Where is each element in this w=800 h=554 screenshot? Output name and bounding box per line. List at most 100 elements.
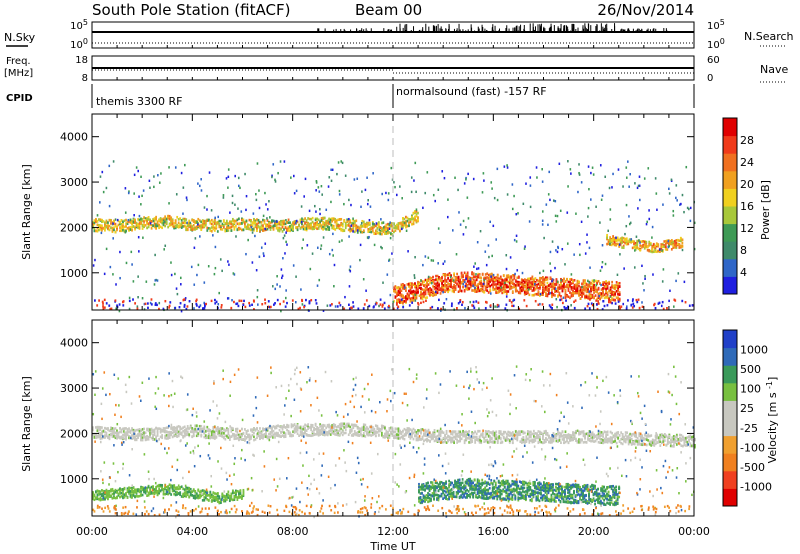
range-gate-cell <box>498 278 501 282</box>
range-gate-cell <box>237 184 240 188</box>
range-gate-cell <box>477 285 480 288</box>
range-gate-cell <box>560 279 563 282</box>
range-gate-cell <box>422 300 425 304</box>
range-gate-cell <box>284 434 287 437</box>
range-gate-cell <box>382 230 385 234</box>
range-gate-cell <box>387 192 390 195</box>
range-gate-cell <box>141 431 144 435</box>
range-gate-cell <box>329 220 331 224</box>
nsearch-legend-label: N.Search <box>744 30 794 43</box>
range-gate-cell <box>216 432 219 435</box>
range-gate-cell <box>445 288 448 292</box>
range-gate-cell <box>412 289 415 293</box>
range-gate-cell <box>231 223 234 226</box>
range-gate-cell <box>134 302 137 305</box>
range-gate-cell <box>547 193 550 196</box>
range-gate-cell <box>259 220 261 224</box>
range-gate-cell <box>167 214 170 218</box>
range-gate-cell <box>155 225 158 229</box>
range-gate-cell <box>498 289 501 292</box>
range-gate-cell <box>433 291 436 295</box>
range-gate-cell <box>389 232 392 235</box>
range-gate-cell <box>356 431 359 434</box>
range-gate-cell <box>496 282 499 286</box>
range-gate-cell <box>675 279 677 283</box>
range-gate-cell <box>330 224 333 227</box>
range-gate-cell <box>415 288 418 291</box>
range-gate-cell <box>621 236 624 240</box>
range-gate-cell <box>564 288 567 292</box>
range-gate-cell <box>245 194 248 198</box>
range-gate-cell <box>472 273 475 277</box>
range-gate-cell <box>510 275 513 279</box>
range-gate-cell <box>346 220 349 224</box>
range-gate-cell <box>259 437 261 440</box>
range-gate-cell <box>260 434 263 437</box>
range-gate-cell <box>636 300 639 304</box>
range-gate-cell <box>134 219 136 223</box>
range-gate-cell <box>221 430 224 434</box>
range-gate-cell <box>99 225 102 229</box>
range-gate-cell <box>529 205 532 209</box>
range-gate-cell <box>612 242 615 246</box>
range-gate-cell <box>120 219 123 222</box>
range-gate-cell <box>131 222 133 226</box>
range-gate-cell <box>301 303 304 306</box>
range-gate-cell <box>195 299 198 303</box>
range-gate-cell <box>520 283 523 287</box>
range-gate-cell <box>161 218 164 221</box>
range-gate-cell <box>174 221 177 225</box>
range-gate-cell <box>606 292 609 296</box>
range-gate-cell <box>515 234 518 237</box>
range-gate-cell <box>256 226 258 230</box>
range-gate-cell <box>554 289 556 293</box>
range-gate-cell <box>227 224 230 228</box>
range-gate-cell <box>153 438 156 441</box>
range-gate-cell <box>242 218 245 222</box>
range-gate-cell <box>114 222 117 226</box>
range-gate-cell <box>283 431 285 435</box>
range-gate-cell <box>99 228 102 231</box>
range-gate-cell <box>492 273 495 277</box>
range-gate-cell <box>125 427 127 430</box>
range-gate-cell <box>118 303 121 306</box>
range-gate-cell <box>203 222 206 226</box>
range-gate-cell <box>295 425 297 428</box>
range-gate-cell <box>413 276 416 280</box>
range-gate-cell <box>134 438 136 442</box>
range-gate-cell <box>477 283 480 286</box>
range-gate-cell <box>668 299 670 303</box>
range-gate-cell <box>275 424 278 428</box>
range-gate-cell <box>642 240 645 243</box>
range-gate-cell <box>539 293 542 296</box>
range-gate-cell <box>672 214 675 217</box>
range-gate-cell <box>322 236 325 239</box>
colorbar-tick-label: 16 <box>740 200 754 213</box>
range-gate-cell <box>381 305 384 308</box>
range-gate-cell <box>601 194 604 197</box>
range-gate-cell <box>441 280 443 283</box>
range-gate-cell <box>347 433 350 437</box>
range-gate-cell <box>466 280 469 283</box>
range-gate-cell <box>673 243 676 247</box>
range-gate-cell <box>278 226 281 230</box>
range-gate-cell <box>307 222 310 225</box>
range-gate-cell <box>185 225 188 229</box>
range-gate-cell <box>206 226 209 230</box>
range-gate-cell <box>325 220 328 223</box>
range-gate-cell <box>233 221 236 225</box>
range-gate-cell <box>156 427 159 430</box>
range-gate-cell <box>471 304 474 307</box>
range-gate-cell <box>287 226 290 230</box>
range-gate-cell <box>307 217 310 220</box>
range-gate-cell <box>462 274 465 277</box>
range-gate-cell <box>635 235 638 238</box>
range-gate-cell <box>158 307 160 311</box>
range-gate-cell <box>269 226 272 230</box>
range-gate-cell <box>484 250 487 253</box>
range-gate-cell <box>206 208 208 211</box>
range-gate-cell <box>402 299 404 303</box>
range-gate-cell <box>338 428 341 432</box>
range-gate-cell <box>315 180 318 183</box>
range-gate-cell <box>332 232 334 236</box>
